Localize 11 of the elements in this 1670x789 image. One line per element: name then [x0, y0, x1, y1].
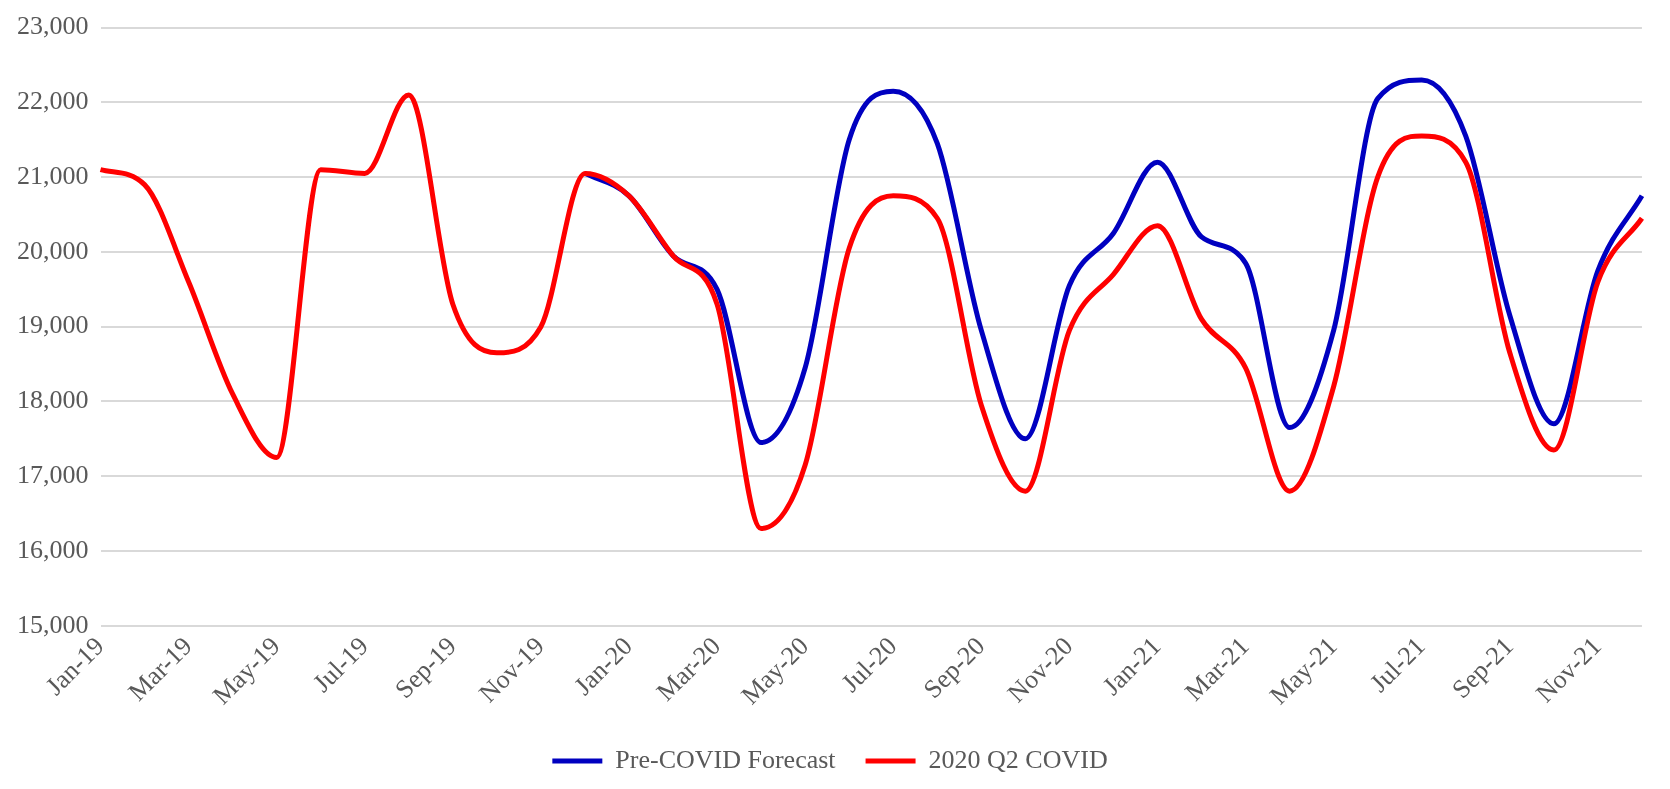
legend-label: Pre-COVID Forecast	[615, 744, 837, 774]
y-tick-label: 19,000	[17, 310, 89, 340]
y-tick-label: 16,000	[17, 534, 89, 564]
y-tick-label: 15,000	[17, 609, 89, 639]
y-tick-label: 22,000	[17, 86, 89, 116]
y-tick-label: 23,000	[17, 11, 89, 41]
y-tick-label: 18,000	[17, 385, 89, 415]
y-tick-label: 17,000	[17, 460, 89, 490]
y-tick-label: 20,000	[17, 235, 89, 265]
legend-label: 2020 Q2 COVID	[928, 744, 1108, 774]
y-tick-label: 21,000	[17, 160, 89, 190]
